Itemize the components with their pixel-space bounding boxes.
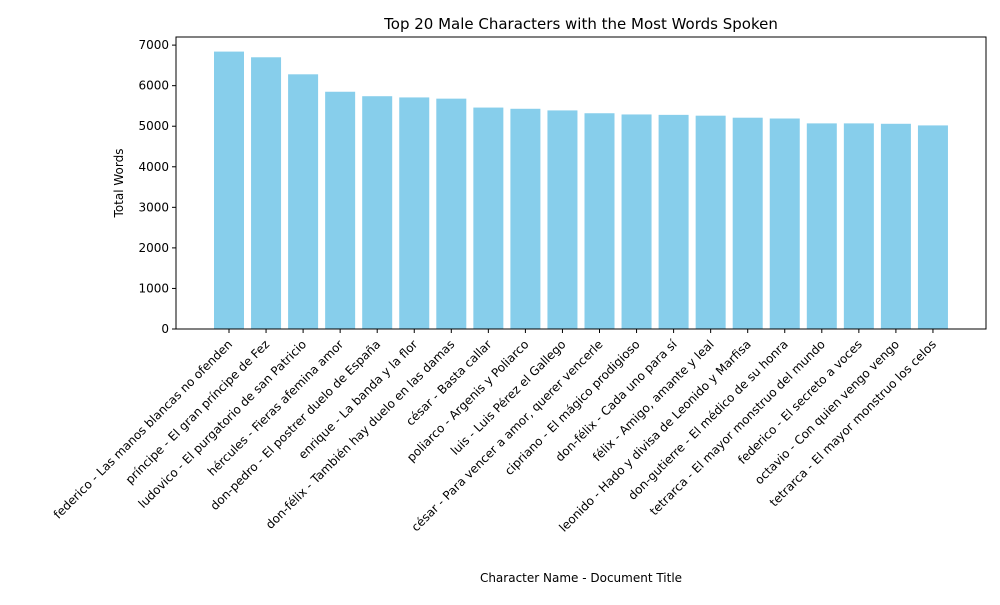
plot-frame [175,36,987,330]
y-tick-label: 3000 [138,200,169,214]
x-tick-label: hércules - Fieras afemina amor [205,337,346,478]
bar [288,74,319,329]
y-axis: 0 1000 2000 3000 4000 5000 6000 7000 [138,38,176,336]
bars-group [214,51,948,330]
y-tick-label: 0 [161,322,169,336]
bar [621,114,652,329]
y-tick-label: 2000 [138,241,169,255]
bar [399,97,430,329]
bar [843,123,874,329]
x-axis-label: Character Name - Document Title [480,571,682,585]
bar [769,118,800,330]
x-tick-label: ludovico - El purgatorio de san Patricio [136,337,310,511]
bar [917,125,948,330]
bar [473,107,504,329]
bar [436,98,467,330]
bar [732,117,763,329]
bar [547,110,578,330]
bar [880,123,911,330]
x-tick-label: cipriano - El mágico prodigioso [502,337,643,478]
bar [251,57,282,330]
bar [806,123,837,329]
y-tick-label: 1000 [138,281,169,295]
y-tick-label: 7000 [138,38,169,52]
y-tick-label: 5000 [138,119,169,133]
y-tick-label: 6000 [138,79,169,93]
bar [325,91,356,329]
x-axis: federico - Las manos blancas no ofendenp… [51,329,939,535]
bar [362,96,393,329]
y-axis-label: Total Words [112,149,126,219]
bar [510,108,541,330]
y-tick-label: 4000 [138,160,169,174]
bar [214,51,244,329]
bar [584,113,615,329]
chart-title: Top 20 Male Characters with the Most Wor… [383,15,778,33]
x-tick-label: don-pedro - El postrer duelo de España [208,337,384,513]
bar [658,114,689,329]
bar [695,115,726,329]
